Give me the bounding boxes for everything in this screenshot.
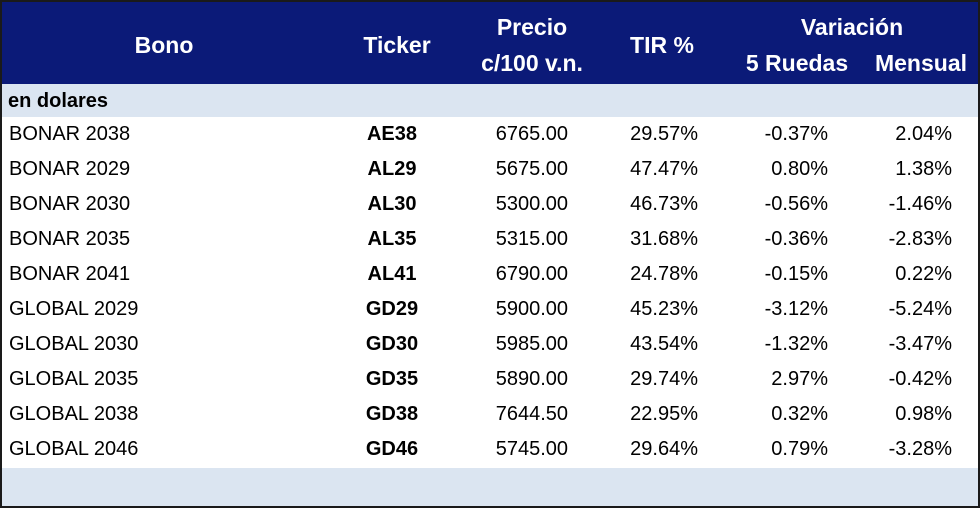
cell-var-mensual: 2.04% — [895, 123, 952, 145]
cell-var-5-ruedas: -0.37% — [764, 123, 828, 145]
cell-precio: 5890.00 — [495, 368, 568, 390]
table-row: GLOBAL 2030 GD30 5985.00 43.54% -1.32% -3.47% — [2, 327, 978, 362]
header-var-5-ruedas: 5 Ruedas — [745, 50, 849, 76]
table-row: BONAR 2030 AL30 5300.00 46.73% -0.56% -1.46% — [2, 187, 978, 222]
footer-band — [2, 468, 978, 506]
cell-var-5-ruedas: -0.15% — [764, 263, 828, 285]
cell-bono: BONAR 2030 — [9, 193, 131, 215]
table-row: GLOBAL 2038 GD38 7644.50 22.95% 0.32% 0.98% — [2, 397, 978, 432]
cell-precio: 6765.00 — [495, 123, 568, 145]
cell-var-mensual: -3.28% — [888, 438, 952, 460]
cell-ticker: GD29 — [365, 298, 419, 320]
cell-bono: BONAR 2038 — [9, 123, 131, 145]
cell-ticker: GD30 — [365, 333, 419, 355]
cell-bono: BONAR 2035 — [9, 228, 131, 250]
table-row: GLOBAL 2035 GD35 5890.00 29.74% 2.97% -0.42% — [2, 362, 978, 397]
cell-ticker: GD38 — [365, 403, 419, 425]
cell-ticker: GD35 — [365, 368, 419, 390]
cell-tir: 29.57% — [630, 123, 698, 145]
cell-tir: 24.78% — [630, 263, 698, 285]
cell-precio: 5300.00 — [495, 193, 568, 215]
cell-var-mensual: -3.47% — [888, 333, 952, 355]
cell-var-mensual: 1.38% — [895, 158, 952, 180]
cell-tir: 47.47% — [630, 158, 698, 180]
cell-var-5-ruedas: -1.32% — [764, 333, 828, 355]
header-tir: TIR % — [630, 32, 694, 58]
cell-var-mensual: 0.98% — [895, 403, 952, 425]
cell-tir: 29.74% — [630, 368, 698, 390]
section-label: en dolares — [8, 90, 109, 112]
header-precio-line2: c/100 v.n. — [481, 50, 583, 76]
cell-bono: BONAR 2029 — [9, 158, 131, 180]
cell-var-5-ruedas: 0.80% — [771, 158, 828, 180]
cell-precio: 5675.00 — [495, 158, 568, 180]
cell-bono: GLOBAL 2029 — [9, 298, 139, 320]
cell-tir: 45.23% — [630, 298, 698, 320]
cell-ticker: AL41 — [367, 263, 417, 285]
cell-tir: 22.95% — [630, 403, 698, 425]
cell-precio: 5985.00 — [495, 333, 568, 355]
cell-precio: 6790.00 — [495, 263, 568, 285]
cell-ticker: AL30 — [367, 193, 417, 215]
cell-ticker: GD46 — [365, 438, 419, 460]
cell-precio: 7644.50 — [495, 403, 568, 425]
cell-var-5-ruedas: -0.56% — [764, 193, 828, 215]
cell-precio: 5315.00 — [495, 228, 568, 250]
table-row: GLOBAL 2029 GD29 5900.00 45.23% -3.12% -5.24% — [2, 292, 978, 327]
cell-var-mensual: -5.24% — [888, 298, 952, 320]
cell-ticker: AL29 — [367, 158, 417, 180]
cell-ticker: AL35 — [367, 228, 417, 250]
table-row: BONAR 2041 AL41 6790.00 24.78% -0.15% 0.22% — [2, 257, 978, 292]
table-body: BONAR 2038 AE38 6765.00 29.57% -0.37% 2.04% BO… — [2, 117, 978, 467]
cell-var-5-ruedas: 0.79% — [771, 438, 828, 460]
cell-tir: 29.64% — [630, 438, 698, 460]
cell-var-5-ruedas: -3.12% — [764, 298, 828, 320]
header-ticker: Ticker — [363, 32, 431, 58]
header-variacion: Variación — [800, 14, 904, 40]
table-header: Bono Ticker Precio c/100 v.n. TIR % Vari… — [2, 2, 978, 84]
cell-bono: GLOBAL 2046 — [9, 438, 139, 460]
table-row: BONAR 2038 AE38 6765.00 29.57% -0.37% 2.04% — [2, 117, 978, 152]
cell-tir: 31.68% — [630, 228, 698, 250]
cell-var-mensual: -2.83% — [888, 228, 952, 250]
cell-precio: 5745.00 — [495, 438, 568, 460]
cell-bono: BONAR 2041 — [9, 263, 131, 285]
cell-var-5-ruedas: 2.97% — [771, 368, 828, 390]
table-row: GLOBAL 2046 GD46 5745.00 29.64% 0.79% -3.28% — [2, 432, 978, 467]
cell-var-mensual: -1.46% — [888, 193, 952, 215]
cell-bono: GLOBAL 2038 — [9, 403, 139, 425]
cell-var-5-ruedas: -0.36% — [764, 228, 828, 250]
cell-bono: GLOBAL 2030 — [9, 333, 139, 355]
cell-bono: GLOBAL 2035 — [9, 368, 139, 390]
header-bono: Bono — [134, 32, 194, 58]
cell-tir: 46.73% — [630, 193, 698, 215]
cell-var-mensual: -0.42% — [888, 368, 952, 390]
table-row: BONAR 2035 AL35 5315.00 31.68% -0.36% -2.83% — [2, 222, 978, 257]
cell-var-mensual: 0.22% — [895, 263, 952, 285]
header-precio-line1: Precio — [496, 14, 568, 40]
section-band: en dolares — [2, 84, 978, 117]
table-row: BONAR 2029 AL29 5675.00 47.47% 0.80% 1.38% — [2, 152, 978, 187]
header-var-mensual: Mensual — [874, 50, 968, 76]
cell-precio: 5900.00 — [495, 298, 568, 320]
cell-ticker: AE38 — [366, 123, 418, 145]
cell-var-5-ruedas: 0.32% — [771, 403, 828, 425]
cell-tir: 43.54% — [630, 333, 698, 355]
